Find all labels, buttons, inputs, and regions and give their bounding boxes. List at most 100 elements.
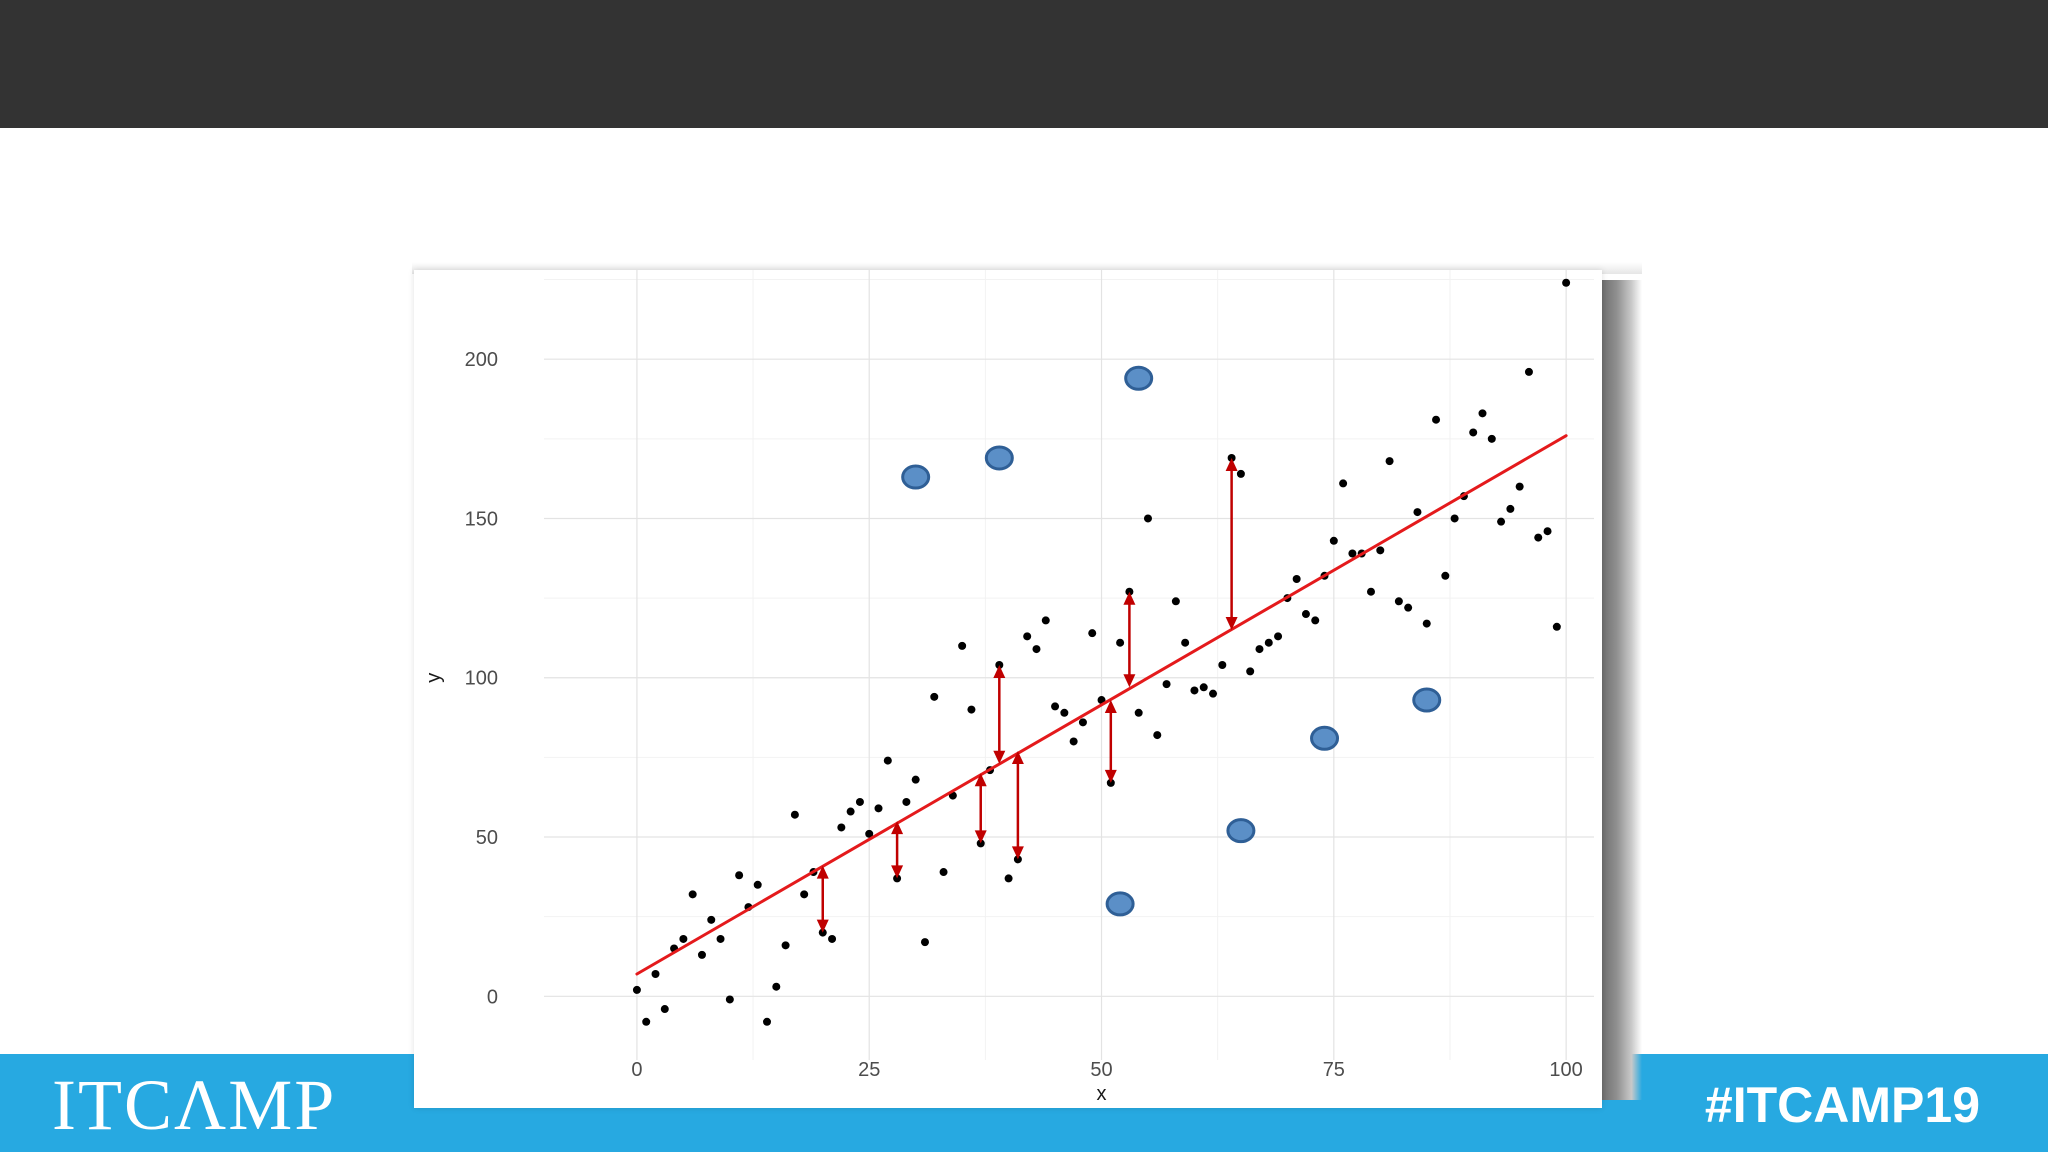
- data-point: [1190, 686, 1199, 695]
- data-point: [939, 868, 948, 877]
- residual-arrow: [891, 821, 904, 879]
- data-point: [1162, 680, 1171, 689]
- data-point: [763, 1017, 772, 1026]
- data-point: [1023, 632, 1032, 641]
- data-point: [1032, 645, 1041, 654]
- data-point: [1385, 457, 1394, 466]
- data-point: [735, 871, 744, 880]
- data-point: [828, 934, 837, 943]
- data-point: [1088, 629, 1097, 638]
- data-point: [679, 934, 688, 943]
- data-point: [1366, 587, 1375, 596]
- residual-arrow-head: [1225, 616, 1238, 630]
- data-point: [920, 938, 929, 947]
- data-point: [1060, 708, 1069, 717]
- residual-arrow-head: [1123, 591, 1136, 605]
- data-point: [1041, 616, 1050, 625]
- residual-arrow: [816, 865, 829, 933]
- data-point: [772, 982, 781, 991]
- outlier-point: [984, 445, 1014, 471]
- outlier-point: [1412, 687, 1442, 713]
- data-point: [660, 1005, 669, 1014]
- x-tick-label: 100: [1549, 1059, 1582, 1081]
- data-point: [1413, 508, 1422, 517]
- residual-arrow-head: [1104, 769, 1117, 783]
- residual-arrow: [1104, 700, 1117, 783]
- y-tick-label: 0: [487, 986, 498, 1008]
- data-point: [865, 829, 874, 838]
- chart-panel: 0 50 100 150 200 0 25 50 75 100 x y: [414, 270, 1602, 1108]
- data-point: [1497, 517, 1506, 526]
- data-points: [632, 278, 1571, 1026]
- residual-arrow-head: [993, 750, 1006, 764]
- data-point: [902, 797, 911, 806]
- data-point: [1069, 737, 1078, 746]
- x-tick-labels: 0 25 50 75 100: [631, 1059, 1582, 1081]
- grid-major: [544, 270, 1594, 1060]
- residual-arrow: [1123, 591, 1136, 688]
- data-point: [697, 950, 706, 959]
- y-tick-label: 150: [465, 508, 498, 530]
- residual-arrow-head: [993, 665, 1006, 678]
- data-point: [883, 756, 892, 765]
- data-point: [1246, 667, 1255, 676]
- data-point: [1562, 278, 1571, 287]
- data-point: [1552, 622, 1561, 631]
- data-point: [1487, 434, 1496, 443]
- data-point: [1199, 683, 1208, 692]
- data-point: [688, 890, 697, 899]
- residual-arrow: [1011, 751, 1024, 860]
- residual-arrow-head: [1225, 457, 1238, 471]
- outlier-point: [901, 464, 931, 490]
- data-point: [1274, 632, 1283, 641]
- residual-arrow-head: [891, 865, 904, 879]
- residual-arrow-head: [891, 821, 904, 835]
- data-point: [1422, 619, 1431, 628]
- data-point: [911, 775, 920, 784]
- data-point: [874, 804, 883, 813]
- outlier-point: [1226, 818, 1256, 844]
- y-axis-title: y: [423, 673, 445, 683]
- data-point: [651, 969, 660, 978]
- y-tick-label: 200: [465, 349, 498, 371]
- screenshot-shadow-right: [1600, 280, 1642, 1100]
- data-point: [1394, 597, 1403, 606]
- residual-arrow-head: [974, 773, 987, 787]
- data-point: [1153, 731, 1162, 740]
- outlier-point: [1105, 891, 1135, 917]
- data-point: [837, 823, 846, 832]
- residual-arrow-head: [1104, 700, 1117, 714]
- data-point: [1078, 718, 1087, 727]
- plot-background: [494, 270, 1602, 1060]
- data-point: [1469, 428, 1478, 437]
- data-point: [632, 985, 641, 994]
- data-point: [753, 880, 762, 889]
- data-point: [1506, 504, 1515, 513]
- data-point: [1534, 533, 1543, 542]
- itcamp-logo: ITCΛMP: [52, 1065, 337, 1145]
- outlier-point: [1310, 725, 1340, 751]
- data-point: [1339, 479, 1348, 488]
- residual-arrow-head: [1011, 751, 1024, 765]
- data-point: [1264, 638, 1273, 647]
- data-point: [1478, 409, 1487, 418]
- residual-arrow-head: [1123, 674, 1136, 688]
- y-tick-labels: 0 50 100 150 200: [465, 349, 498, 1008]
- data-point: [1106, 778, 1115, 787]
- residual-arrow: [1225, 457, 1238, 630]
- data-point: [1301, 610, 1310, 619]
- grid-minor: [544, 270, 1594, 1060]
- data-point: [1515, 482, 1524, 491]
- data-point: [707, 915, 716, 924]
- data-point: [790, 810, 799, 819]
- x-tick-label: 25: [858, 1059, 880, 1081]
- data-point: [1348, 549, 1357, 558]
- residual-arrow: [974, 773, 987, 844]
- regression-line: [635, 434, 1568, 976]
- data-point: [958, 641, 967, 650]
- data-point: [855, 797, 864, 806]
- data-point: [1125, 587, 1134, 596]
- residual-arrows: [816, 457, 1238, 933]
- footer-hashtag: #ITCAMP19: [1704, 1077, 1980, 1133]
- data-point: [781, 941, 790, 950]
